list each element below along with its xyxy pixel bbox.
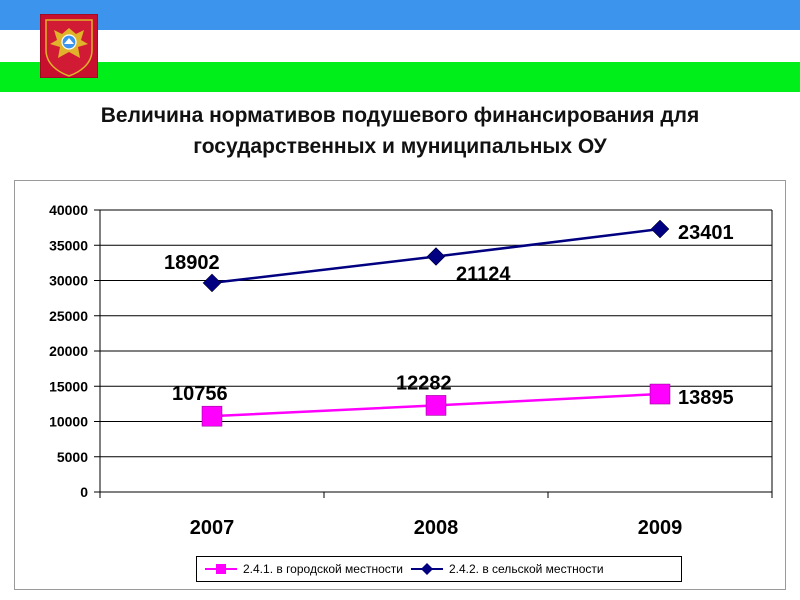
- y-tick-label: 20000: [49, 343, 88, 359]
- chart-legend: 2.4.1. в городской местности 2.4.2. в се…: [196, 556, 682, 582]
- data-point-square: [425, 395, 447, 416]
- y-tick-label: 40000: [49, 202, 88, 218]
- y-tick-label: 0: [80, 484, 88, 500]
- data-point-diamond: [650, 219, 670, 239]
- x-tick-label: 2007: [190, 517, 235, 539]
- legend-label-urban: 2.4.1. в городской местности: [243, 562, 403, 576]
- legend-marker-diamond-icon: [410, 563, 443, 575]
- y-tick-label: 30000: [49, 273, 88, 289]
- y-tick-label: 15000: [49, 378, 88, 394]
- slide-title: Величина нормативов подушевого финансиро…: [20, 100, 780, 162]
- data-point-square: [201, 405, 223, 427]
- slide-title-line-2: государственных и муниципальных ОУ: [193, 135, 607, 158]
- data-point-square: [649, 383, 671, 405]
- y-tick-label: 5000: [57, 449, 88, 465]
- slide-title-line-1: Величина нормативов подушевого финансиро…: [100, 104, 700, 127]
- data-label: 10756: [172, 383, 228, 405]
- data-point-diamond: [202, 273, 222, 293]
- y-tick-label: 10000: [49, 414, 88, 430]
- legend-entry-rural: 2.4.2. в сельской местности: [409, 562, 604, 576]
- data-point-diamond: [426, 247, 446, 266]
- legend-entry-urban: 2.4.1. в городской местности: [203, 562, 403, 576]
- data-label: 12282: [396, 372, 452, 394]
- x-tick-label: 2008: [414, 517, 459, 539]
- y-tick-label: 25000: [49, 308, 88, 324]
- y-tick-label: 35000: [49, 237, 88, 253]
- data-label: 18902: [164, 252, 220, 274]
- data-label: 13895: [678, 387, 734, 409]
- legend-marker-square-icon: [205, 564, 237, 574]
- flag-band-blue: [0, 0, 800, 30]
- flag-band-white: [0, 30, 800, 62]
- flag-band-green: [0, 62, 800, 92]
- coat-of-arms-icon: [40, 14, 98, 78]
- data-label: 21124: [456, 264, 511, 286]
- data-label: 23401: [678, 222, 734, 244]
- x-tick-label: 2009: [638, 517, 683, 539]
- legend-label-rural: 2.4.2. в сельской местности: [448, 562, 604, 576]
